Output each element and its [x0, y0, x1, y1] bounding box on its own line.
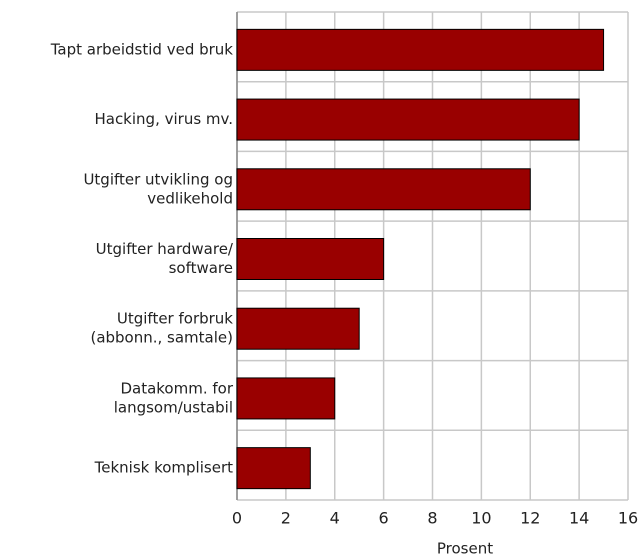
x-tick-label: 0 — [232, 509, 242, 528]
x-tick-label: 4 — [330, 509, 340, 528]
y-tick-label: Datakomm. for — [120, 379, 233, 397]
x-tick-label: 10 — [471, 509, 491, 528]
x-tick-label: 8 — [427, 509, 437, 528]
y-tick-label: langsom/ustabil — [114, 398, 233, 416]
x-tick-label: 14 — [569, 509, 589, 528]
y-tick-label: Utgifter hardware/ — [96, 240, 234, 258]
bar — [236, 28, 605, 71]
y-tick-label: (abbonn., samtale) — [90, 329, 233, 347]
y-tick-label: vedlikehold — [147, 189, 233, 207]
x-tick-label: 2 — [281, 509, 291, 528]
y-tick-label: Utgifter utvikling og — [83, 170, 233, 188]
y-tick-label: Utgifter forbruk — [117, 310, 233, 328]
y-tick-label: software — [169, 259, 233, 277]
x-tick-label: 6 — [379, 509, 389, 528]
x-tick-label: 16 — [618, 509, 638, 528]
x-tick-label: 12 — [520, 509, 540, 528]
y-tick-label: Tapt arbeidstid ved bruk — [50, 40, 234, 58]
bar — [236, 98, 580, 141]
bar — [236, 238, 385, 280]
bar — [236, 168, 531, 211]
x-axis-label: Prosent — [437, 540, 493, 558]
y-tick-label: Hacking, virus mv. — [94, 110, 233, 128]
bar — [236, 377, 336, 420]
bar — [236, 447, 311, 490]
y-tick-label: Teknisk komplisert — [94, 459, 233, 477]
bar — [236, 307, 360, 350]
